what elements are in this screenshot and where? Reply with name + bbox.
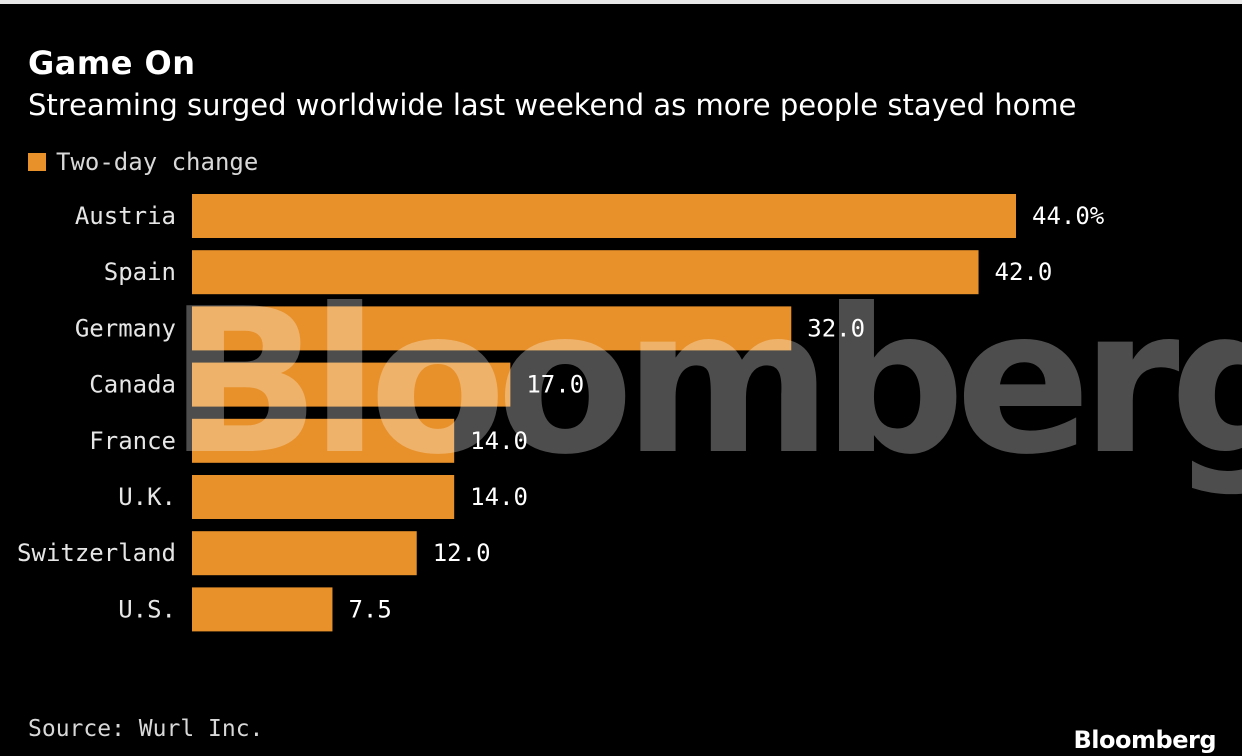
bar-switzerland <box>192 531 417 576</box>
bar-germany <box>192 306 792 351</box>
bar-chart: Austria 44.0% Spain 42.0 Germany 32.0 Canada 17… <box>17 194 1105 632</box>
chart-subtitle: Streaming surged worldwide last weekend … <box>28 88 1077 122</box>
value-label: 44.0% <box>1032 202 1105 230</box>
bar-austria <box>192 194 1016 238</box>
value-label: 14.0 <box>470 427 528 455</box>
legend: Two-day change <box>28 148 258 176</box>
value-label: 32.0 <box>807 314 865 342</box>
category-label: Spain <box>104 258 176 286</box>
legend-label: Two-day change <box>56 148 259 176</box>
chart-title: Game On <box>28 44 196 82</box>
chart-frame: Game On Streaming surged worldwide last … <box>0 4 1242 756</box>
category-label: Austria <box>75 202 176 230</box>
category-label: U.K. <box>118 483 176 511</box>
bar-u-k <box>192 475 455 519</box>
value-label: 42.0 <box>995 258 1053 286</box>
value-label: 17.0 <box>526 371 584 399</box>
bar-spain <box>192 250 979 295</box>
category-label: Canada <box>89 371 176 399</box>
bar-u-s <box>192 587 333 632</box>
bar-france <box>192 418 455 463</box>
bloomberg-logo: Bloomberg <box>1073 726 1217 754</box>
source-note: Source: Wurl Inc. <box>28 716 264 742</box>
value-label: 14.0 <box>470 483 528 511</box>
legend-swatch <box>28 153 46 171</box>
category-label: U.S. <box>118 595 176 623</box>
category-label: France <box>89 427 176 455</box>
value-label: 12.0 <box>433 539 491 567</box>
bar-canada <box>192 362 511 407</box>
category-label: Switzerland <box>17 539 176 567</box>
category-label: Germany <box>75 314 176 342</box>
value-label: 7.5 <box>348 595 391 623</box>
